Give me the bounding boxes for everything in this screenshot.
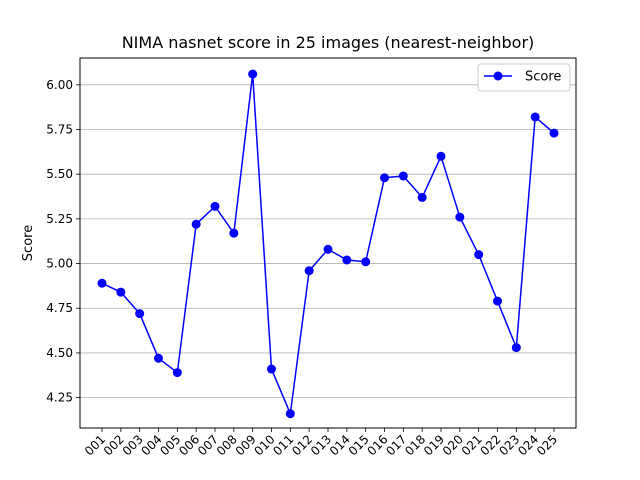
y-tick-label: 5.00 (46, 257, 73, 271)
data-point (285, 409, 295, 419)
data-point (417, 192, 427, 202)
data-point (549, 128, 559, 138)
data-point (530, 112, 540, 122)
data-point (116, 287, 126, 297)
y-tick-label: 5.75 (46, 122, 73, 136)
y-tick-label: 4.75 (46, 301, 73, 315)
legend: Score (477, 63, 571, 92)
data-point (229, 228, 239, 238)
data-point (455, 212, 465, 222)
y-tick-label: 5.50 (46, 167, 73, 181)
data-point (474, 250, 484, 260)
data-point (493, 296, 502, 306)
data-point (267, 364, 276, 374)
legend-box (477, 63, 571, 92)
legend-marker-swatch (493, 71, 503, 81)
data-point (154, 353, 163, 363)
y-tick-label: 4.25 (46, 391, 73, 405)
data-point (304, 266, 314, 276)
data-point (248, 69, 258, 79)
data-point (210, 201, 220, 211)
chart-title: NIMA nasnet score in 25 images (nearest-… (122, 33, 535, 52)
legend-label-score: Score (525, 70, 561, 85)
data-point (172, 368, 182, 378)
y-tick-label: 5.25 (46, 212, 73, 226)
y-tick-label: 6.00 (46, 78, 73, 92)
y-axis-label: Score (21, 225, 36, 261)
data-point (398, 171, 408, 181)
data-point (191, 219, 201, 229)
data-point (511, 343, 521, 353)
data-point (361, 257, 371, 267)
data-point (135, 309, 145, 319)
series-layer (97, 69, 559, 419)
y-tick-label: 4.50 (46, 346, 73, 360)
data-point (97, 278, 107, 288)
plot-frame (79, 57, 577, 429)
data-point (436, 151, 446, 161)
data-point (380, 173, 389, 183)
y-gridlines (80, 84, 576, 399)
y-axis-ticks: 4.25 4.50 4.75 5.00 5.25 5.50 5.75 6.00 (46, 78, 80, 405)
data-point (342, 255, 352, 265)
data-point (323, 244, 333, 254)
